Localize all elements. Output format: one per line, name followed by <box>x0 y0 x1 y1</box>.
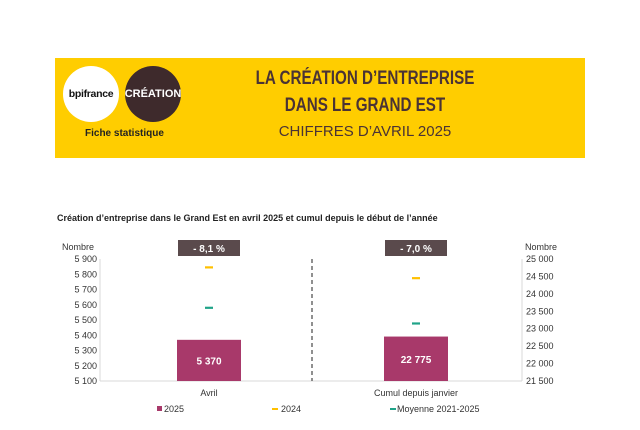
bar-value-label: 5 370 <box>196 356 221 367</box>
right-tick-label: 23 000 <box>526 324 554 334</box>
right-tick-label: 25 000 <box>526 254 554 264</box>
right-tick-label: 23 500 <box>526 306 554 316</box>
bar-2025 <box>177 339 241 381</box>
left-axis-label: Nombre <box>62 242 94 252</box>
left-tick-label: 5 900 <box>74 254 97 264</box>
left-tick-label: 5 500 <box>74 315 97 325</box>
creation-logo: CRÉATION <box>125 66 181 122</box>
right-tick-label: 24 000 <box>526 289 554 299</box>
legend-label-2024: 2024 <box>281 404 301 414</box>
bar-2025 <box>384 336 448 381</box>
left-tick-label: 5 400 <box>74 330 97 340</box>
variation-badge <box>385 240 447 256</box>
right-tick-label: 21 500 <box>526 376 554 386</box>
chart-title: Création d’entreprise dans le Grand Est … <box>57 213 438 223</box>
bar-value-label: 22 775 <box>401 355 432 366</box>
page-title-line1: LA CRÉATION D’ENTREPRISE <box>255 68 475 89</box>
variation-badge <box>178 240 240 256</box>
right-tick-label: 24 500 <box>526 271 554 281</box>
left-tick-label: 5 800 <box>74 269 97 279</box>
right-tick-label: 22 500 <box>526 341 554 351</box>
category-label: Avril <box>200 388 217 398</box>
legend-label-moyenne: Moyenne 2021-2025 <box>397 404 480 414</box>
variation-label: - 7,0 % <box>400 244 432 255</box>
legend-swatch-2025 <box>157 406 162 411</box>
legend-label-2025: 2025 <box>164 404 184 414</box>
page-title-line3: CHIFFRES D’AVRIL 2025 <box>278 123 452 140</box>
left-tick-label: 5 200 <box>74 361 97 371</box>
bpifrance-logo: bpifrance <box>63 66 119 122</box>
variation-label: - 8,1 % <box>193 244 225 255</box>
left-tick-label: 5 700 <box>74 285 97 295</box>
left-tick-label: 5 600 <box>74 300 97 310</box>
fiche-statistique-label: Fiche statistique <box>85 128 164 139</box>
left-tick-label: 5 300 <box>74 346 97 356</box>
left-tick-label: 5 100 <box>74 376 97 386</box>
header-banner: bpifrance CRÉATION Fiche statistique LA … <box>55 58 585 158</box>
right-tick-label: 22 000 <box>526 359 554 369</box>
category-label: Cumul depuis janvier <box>374 388 458 398</box>
page-title-line2: DANS LE GRAND EST <box>284 95 446 116</box>
right-axis-label: Nombre <box>525 242 557 252</box>
